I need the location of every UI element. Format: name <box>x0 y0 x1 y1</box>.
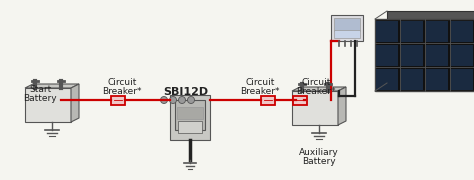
Text: Circuit: Circuit <box>301 78 331 87</box>
FancyBboxPatch shape <box>376 21 399 42</box>
Circle shape <box>179 96 185 103</box>
Polygon shape <box>338 87 346 125</box>
FancyBboxPatch shape <box>401 21 423 42</box>
FancyBboxPatch shape <box>452 21 474 42</box>
Text: SBI12D: SBI12D <box>164 87 209 97</box>
Text: Battery: Battery <box>23 94 57 103</box>
Text: Breaker*: Breaker* <box>240 87 280 96</box>
Polygon shape <box>292 91 338 125</box>
Circle shape <box>161 96 167 103</box>
Polygon shape <box>25 84 79 88</box>
Text: Circuit: Circuit <box>107 78 137 87</box>
Text: Breaker*: Breaker* <box>296 87 336 96</box>
FancyBboxPatch shape <box>170 95 210 140</box>
Circle shape <box>188 96 194 103</box>
Text: Start: Start <box>29 85 51 94</box>
Polygon shape <box>25 88 71 122</box>
Polygon shape <box>375 19 474 91</box>
FancyBboxPatch shape <box>376 69 399 89</box>
Polygon shape <box>71 84 79 122</box>
Polygon shape <box>387 11 474 83</box>
FancyBboxPatch shape <box>427 21 448 42</box>
FancyBboxPatch shape <box>175 100 205 130</box>
FancyBboxPatch shape <box>293 96 307 105</box>
FancyBboxPatch shape <box>261 96 275 105</box>
FancyBboxPatch shape <box>334 30 360 38</box>
Text: Auxiliary: Auxiliary <box>299 148 339 157</box>
Text: Breaker*: Breaker* <box>102 87 142 96</box>
FancyBboxPatch shape <box>178 121 202 133</box>
FancyBboxPatch shape <box>427 69 448 89</box>
Text: Battery: Battery <box>302 157 336 166</box>
Text: Circuit: Circuit <box>246 78 275 87</box>
FancyBboxPatch shape <box>334 18 360 31</box>
FancyBboxPatch shape <box>331 15 363 41</box>
FancyBboxPatch shape <box>177 107 203 119</box>
FancyBboxPatch shape <box>452 69 474 89</box>
FancyBboxPatch shape <box>427 44 448 66</box>
FancyBboxPatch shape <box>452 44 474 66</box>
FancyBboxPatch shape <box>401 69 423 89</box>
FancyBboxPatch shape <box>376 44 399 66</box>
FancyBboxPatch shape <box>401 44 423 66</box>
Circle shape <box>170 96 176 103</box>
Polygon shape <box>292 87 346 91</box>
FancyBboxPatch shape <box>111 96 125 105</box>
